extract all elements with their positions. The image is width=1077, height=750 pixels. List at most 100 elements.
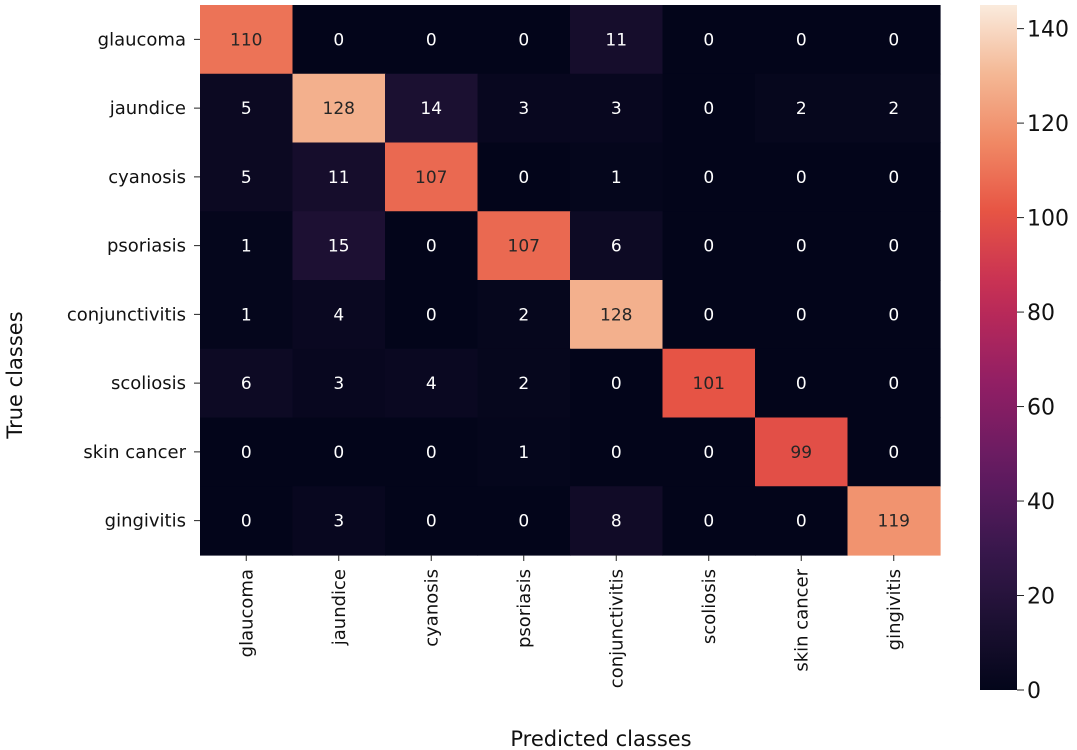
cell-value-label: 0 bbox=[426, 443, 437, 463]
heatmap-cell bbox=[755, 417, 849, 487]
cell-value-label: 0 bbox=[703, 168, 714, 188]
heatmap-cell bbox=[570, 417, 664, 487]
cell-value-label: 11 bbox=[328, 168, 350, 188]
cell-value-label: 107 bbox=[508, 237, 540, 257]
x-tick-label: skin cancer bbox=[791, 568, 812, 671]
cell-value-label: 107 bbox=[415, 168, 447, 188]
cell-value-label: 6 bbox=[611, 237, 622, 257]
cell-value-label: 6 bbox=[241, 374, 252, 394]
cell-value-label: 0 bbox=[888, 237, 899, 257]
heatmap-cell bbox=[477, 211, 571, 281]
cell-value-label: 0 bbox=[888, 168, 899, 188]
y-axis-title: True classes bbox=[3, 311, 27, 439]
heatmap-cell bbox=[847, 348, 941, 419]
heatmap-cell bbox=[385, 417, 479, 487]
heatmap-cell bbox=[570, 5, 664, 75]
y-tick-label: psoriasis bbox=[107, 236, 186, 257]
heatmap-cell bbox=[477, 5, 571, 75]
cell-value-label: 0 bbox=[796, 237, 807, 257]
heatmap-cell bbox=[847, 5, 941, 75]
cell-value-label: 0 bbox=[796, 168, 807, 188]
heatmap-cell bbox=[385, 486, 479, 556]
heatmap-cell bbox=[292, 142, 386, 212]
cell-value-label: 3 bbox=[333, 512, 344, 532]
cell-value-label: 1 bbox=[241, 305, 252, 325]
x-tick-label: glaucoma bbox=[236, 569, 257, 657]
colorbar-tick-label: 140 bbox=[1027, 18, 1069, 43]
heatmap-cell bbox=[847, 211, 941, 281]
colorbar-tick-label: 80 bbox=[1027, 301, 1055, 326]
cell-value-label: 0 bbox=[426, 512, 437, 532]
cell-value-label: 4 bbox=[333, 305, 344, 325]
colorbar-tick-label: 20 bbox=[1027, 585, 1055, 610]
heatmap-cell bbox=[662, 348, 756, 419]
cell-value-label: 2 bbox=[518, 374, 529, 394]
cell-value-label: 0 bbox=[703, 99, 714, 119]
heatmap-cell bbox=[570, 142, 664, 212]
cell-value-label: 128 bbox=[323, 99, 355, 119]
heatmap-cell bbox=[385, 5, 479, 75]
heatmap-cell bbox=[200, 5, 294, 75]
heatmap-cell bbox=[847, 73, 941, 144]
cell-value-label: 3 bbox=[333, 374, 344, 394]
cell-value-label: 0 bbox=[703, 443, 714, 463]
cell-value-label: 5 bbox=[241, 168, 252, 188]
heatmap-cell bbox=[847, 142, 941, 212]
cell-value-label: 0 bbox=[518, 30, 529, 50]
heatmap-cell bbox=[662, 73, 756, 144]
cell-value-label: 0 bbox=[518, 168, 529, 188]
cell-value-label: 1 bbox=[611, 168, 622, 188]
cell-value-label: 0 bbox=[518, 512, 529, 532]
cell-value-label: 128 bbox=[600, 305, 632, 325]
heatmap-cell bbox=[847, 486, 941, 556]
cell-value-label: 8 bbox=[611, 512, 622, 532]
cell-value-label: 0 bbox=[888, 30, 899, 50]
cell-value-label: 0 bbox=[888, 305, 899, 325]
cell-value-label: 0 bbox=[796, 30, 807, 50]
heatmap-cell bbox=[200, 348, 294, 419]
heatmap-cell bbox=[662, 280, 756, 350]
cell-value-label: 14 bbox=[420, 99, 442, 119]
cell-value-label: 4 bbox=[426, 374, 437, 394]
cell-value-label: 0 bbox=[703, 30, 714, 50]
cell-value-label: 0 bbox=[796, 512, 807, 532]
cell-value-label: 0 bbox=[888, 443, 899, 463]
heatmap-cell bbox=[477, 142, 571, 212]
cell-value-label: 0 bbox=[703, 305, 714, 325]
heatmap-cell bbox=[385, 280, 479, 350]
y-tick-label: jaundice bbox=[109, 98, 186, 119]
heatmap-cell bbox=[200, 417, 294, 487]
y-tick-label: cyanosis bbox=[108, 167, 186, 188]
heatmap-cell bbox=[570, 486, 664, 556]
x-tick-label: psoriasis bbox=[514, 569, 535, 648]
cell-value-label: 0 bbox=[426, 237, 437, 257]
heatmap-cell bbox=[200, 142, 294, 212]
heatmap-cell bbox=[385, 348, 479, 419]
heatmap-cell bbox=[662, 142, 756, 212]
heatmap-cell bbox=[847, 280, 941, 350]
heatmap-cell bbox=[200, 211, 294, 281]
cell-value-label: 0 bbox=[703, 512, 714, 532]
cell-value-label: 3 bbox=[611, 99, 622, 119]
heatmap: 110 0 0 0 11 0 0 05 128 14 3 3 0 2 25 11 107 0 1 0 0 01 15 0 107… bbox=[200, 5, 941, 556]
cell-value-label: 0 bbox=[703, 237, 714, 257]
heatmap-cell bbox=[755, 211, 849, 281]
heatmap-cell bbox=[477, 73, 571, 144]
heatmap-cell bbox=[200, 73, 294, 144]
cell-value-label: 0 bbox=[241, 512, 252, 532]
cell-value-label: 0 bbox=[241, 443, 252, 463]
colorbar-tick-label: 60 bbox=[1027, 396, 1055, 421]
cell-value-label: 0 bbox=[333, 443, 344, 463]
colorbar: 0 20 40 60 80 100 120 140 bbox=[980, 5, 1069, 704]
colorbar-tick-label: 120 bbox=[1027, 112, 1069, 137]
heatmap-cell bbox=[200, 486, 294, 556]
cell-value-label: 2 bbox=[518, 305, 529, 325]
heatmap-cell bbox=[477, 348, 571, 419]
heatmap-cell bbox=[385, 142, 479, 212]
heatmap-cell bbox=[755, 142, 849, 212]
x-tick-label: jaundice bbox=[329, 569, 350, 646]
x-tick-label: scoliosis bbox=[699, 569, 720, 644]
heatmap-cell bbox=[292, 5, 386, 75]
heatmap-cell bbox=[570, 73, 664, 144]
heatmap-cell bbox=[477, 417, 571, 487]
